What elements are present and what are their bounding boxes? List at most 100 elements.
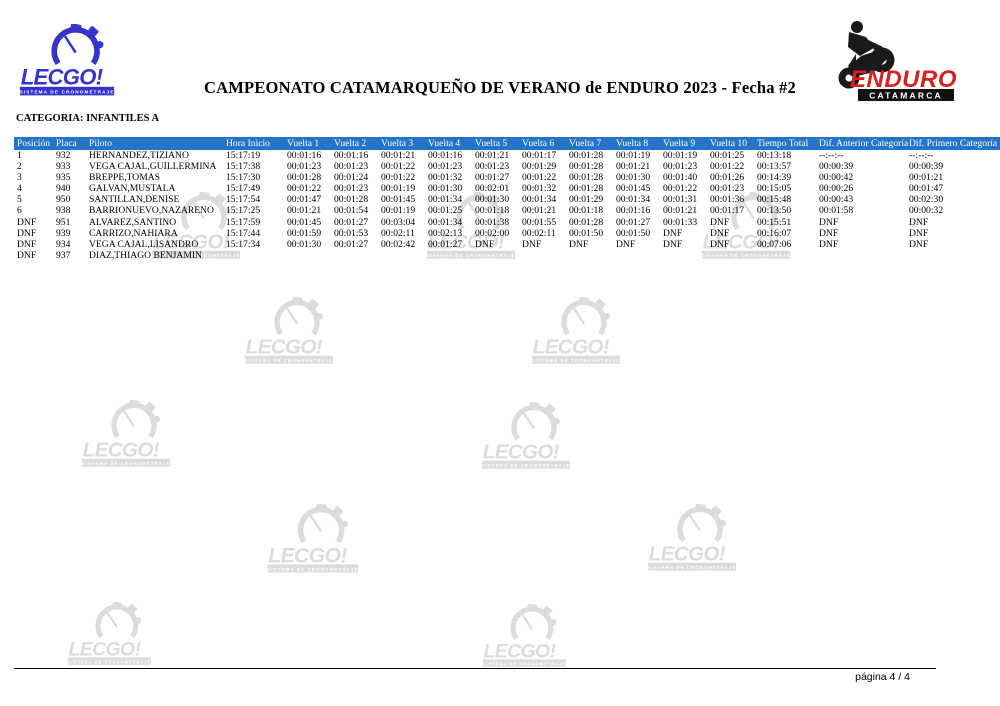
category-label: CATEGORIA: INFANTILES A xyxy=(16,113,160,124)
table-cell: 00:01:17 xyxy=(522,150,557,161)
table-cell: DNF xyxy=(17,238,37,250)
table-cell: 00:01:23 xyxy=(287,161,322,173)
table-cell: DNF xyxy=(909,227,929,239)
table-cell: 00:01:38 xyxy=(475,216,510,228)
column-header: Vuelta 2 xyxy=(331,137,378,150)
table-cell: 00:01:18 xyxy=(475,205,510,217)
watermark-lecgo-logo xyxy=(243,297,347,367)
table-cell: 00:01:27 xyxy=(334,216,369,228)
table-cell: 00:01:27 xyxy=(616,216,651,228)
table-cell: 00:01:50 xyxy=(569,227,604,239)
table-cell: 00:15:05 xyxy=(757,183,792,195)
table-row: 2 933 VEGA CAJAL,GUILLERMINA 15:17:38 00:01:… xyxy=(14,161,1000,172)
table-cell: 2 xyxy=(17,161,22,173)
table-cell: DNF xyxy=(710,216,730,228)
table-row: DNF 951 ALVAREZ,SANTINO 15:17:59 00:01:45 00:… xyxy=(14,217,1000,228)
table-cell: 00:01:50 xyxy=(616,227,651,239)
table-cell: 932 xyxy=(56,150,71,161)
results-table-body: 1 932 HERNANDEZ,TIZIANO 15:17:19 00:01:16 00:… xyxy=(14,150,1000,261)
table-cell: 00:01:19 xyxy=(381,183,416,195)
table-cell: 00:01:22 xyxy=(522,172,557,184)
table-cell: 00:01:34 xyxy=(522,194,557,206)
column-header: Dif. Anterior Categoría xyxy=(816,137,908,150)
table-cell: 00:01:33 xyxy=(663,216,698,228)
table-cell: 00:01:23 xyxy=(428,161,463,173)
table-cell: 00:01:28 xyxy=(569,216,604,228)
table-cell: 1 xyxy=(17,150,22,161)
table-cell: ALVAREZ,SANTINO xyxy=(89,216,177,228)
table-cell: 00:01:45 xyxy=(287,216,322,228)
column-header: Dif. Primero Categoría xyxy=(906,137,1000,150)
table-cell: 00:01:45 xyxy=(616,183,651,195)
table-cell: 00:01:23 xyxy=(663,161,698,173)
table-cell: 00:01:22 xyxy=(287,183,322,195)
table-cell: 00:01:28 xyxy=(569,161,604,173)
watermark-lecgo-logo xyxy=(63,602,167,668)
table-cell: 00:01:23 xyxy=(334,161,369,173)
table-cell: 00:01:28 xyxy=(569,172,604,184)
table-cell: 00:02:13 xyxy=(428,227,463,239)
table-cell: 938 xyxy=(56,205,71,217)
table-cell: 933 xyxy=(56,161,71,173)
table-cell: GALVAN,MUSTALA xyxy=(89,183,176,195)
watermark-lecgo-logo xyxy=(80,400,184,470)
table-cell: 00:01:27 xyxy=(475,172,510,184)
table-cell: 00:02:00 xyxy=(475,227,510,239)
table-cell: 00:13:57 xyxy=(757,161,792,173)
table-cell: 00:01:27 xyxy=(428,238,463,250)
column-header: Vuelta 3 xyxy=(378,137,425,150)
table-cell: --:--:-- xyxy=(909,150,934,161)
table-cell: 00:01:59 xyxy=(287,227,322,239)
table-cell: 3 xyxy=(17,172,22,184)
table-cell: 00:01:54 xyxy=(334,205,369,217)
table-cell: 00:02:42 xyxy=(381,238,416,250)
table-cell: 00:01:24 xyxy=(334,172,369,184)
table-cell: 00:01:34 xyxy=(428,194,463,206)
table-cell: 15:17:49 xyxy=(226,183,261,195)
watermark-lecgo-logo xyxy=(480,402,584,472)
table-cell: 00:01:40 xyxy=(663,172,698,184)
table-cell: 4 xyxy=(17,183,22,195)
table-cell: 15:17:59 xyxy=(226,216,261,228)
table-row: 5 950 SANTILLAN,DENISE 15:17:54 00:01:47 00:0… xyxy=(14,194,1000,205)
table-cell: 00:13:18 xyxy=(757,150,792,161)
table-cell: 00:01:34 xyxy=(616,194,651,206)
table-cell: 5 xyxy=(17,194,22,206)
column-header: Vuelta 5 xyxy=(472,137,519,150)
table-cell: 00:13:50 xyxy=(757,205,792,217)
table-cell: 00:01:16 xyxy=(334,150,369,161)
table-cell xyxy=(613,250,660,261)
column-header: Vuelta 4 xyxy=(425,137,472,150)
table-cell: VEGA CAJAL,GUILLERMINA xyxy=(89,161,217,173)
table-cell: 00:01:27 xyxy=(334,238,369,250)
table-row: DNF 934 VEGA CAJAL,LISANDRO 15:17:34 00:01:3… xyxy=(14,239,1000,250)
page-title: CAMPEONATO CATAMARQUEÑO DE VERANO de END… xyxy=(204,78,796,97)
table-cell: DNF xyxy=(569,238,589,250)
table-cell: 00:01:34 xyxy=(428,216,463,228)
table-row: 4 940 GALVAN,MUSTALA 15:17:49 00:01:22 00:01:… xyxy=(14,183,1000,194)
table-row: 1 932 HERNANDEZ,TIZIANO 15:17:19 00:01:16 00:… xyxy=(14,150,1000,161)
table-cell: 00:01:55 xyxy=(522,216,557,228)
table-cell: 00:01:16 xyxy=(428,150,463,161)
column-header: Vuelta 9 xyxy=(660,137,707,150)
table-cell: 00:01:19 xyxy=(616,150,651,161)
column-header: Vuelta 8 xyxy=(613,137,660,150)
table-cell: 950 xyxy=(56,194,71,206)
table-cell: 00:01:18 xyxy=(569,205,604,217)
table-cell: 00:01:19 xyxy=(663,150,698,161)
table-cell xyxy=(660,250,707,261)
table-cell: 934 xyxy=(56,238,71,250)
table-cell xyxy=(816,250,906,261)
table-cell: 15:17:54 xyxy=(226,194,261,206)
table-cell: DNF xyxy=(663,227,683,239)
table-cell: 00:01:30 xyxy=(428,183,463,195)
table-cell: 00:00:42 xyxy=(819,172,854,184)
table-cell xyxy=(707,250,754,261)
table-cell: 00:01:30 xyxy=(287,238,322,250)
table-cell xyxy=(754,250,816,261)
table-cell: 00:01:25 xyxy=(428,205,463,217)
page-number: página 4 / 4 xyxy=(855,671,910,683)
table-cell xyxy=(906,250,1000,261)
enduro-catamarca-logo: ENDURO CATAMARCA xyxy=(838,21,957,101)
table-cell: DNF xyxy=(710,227,730,239)
